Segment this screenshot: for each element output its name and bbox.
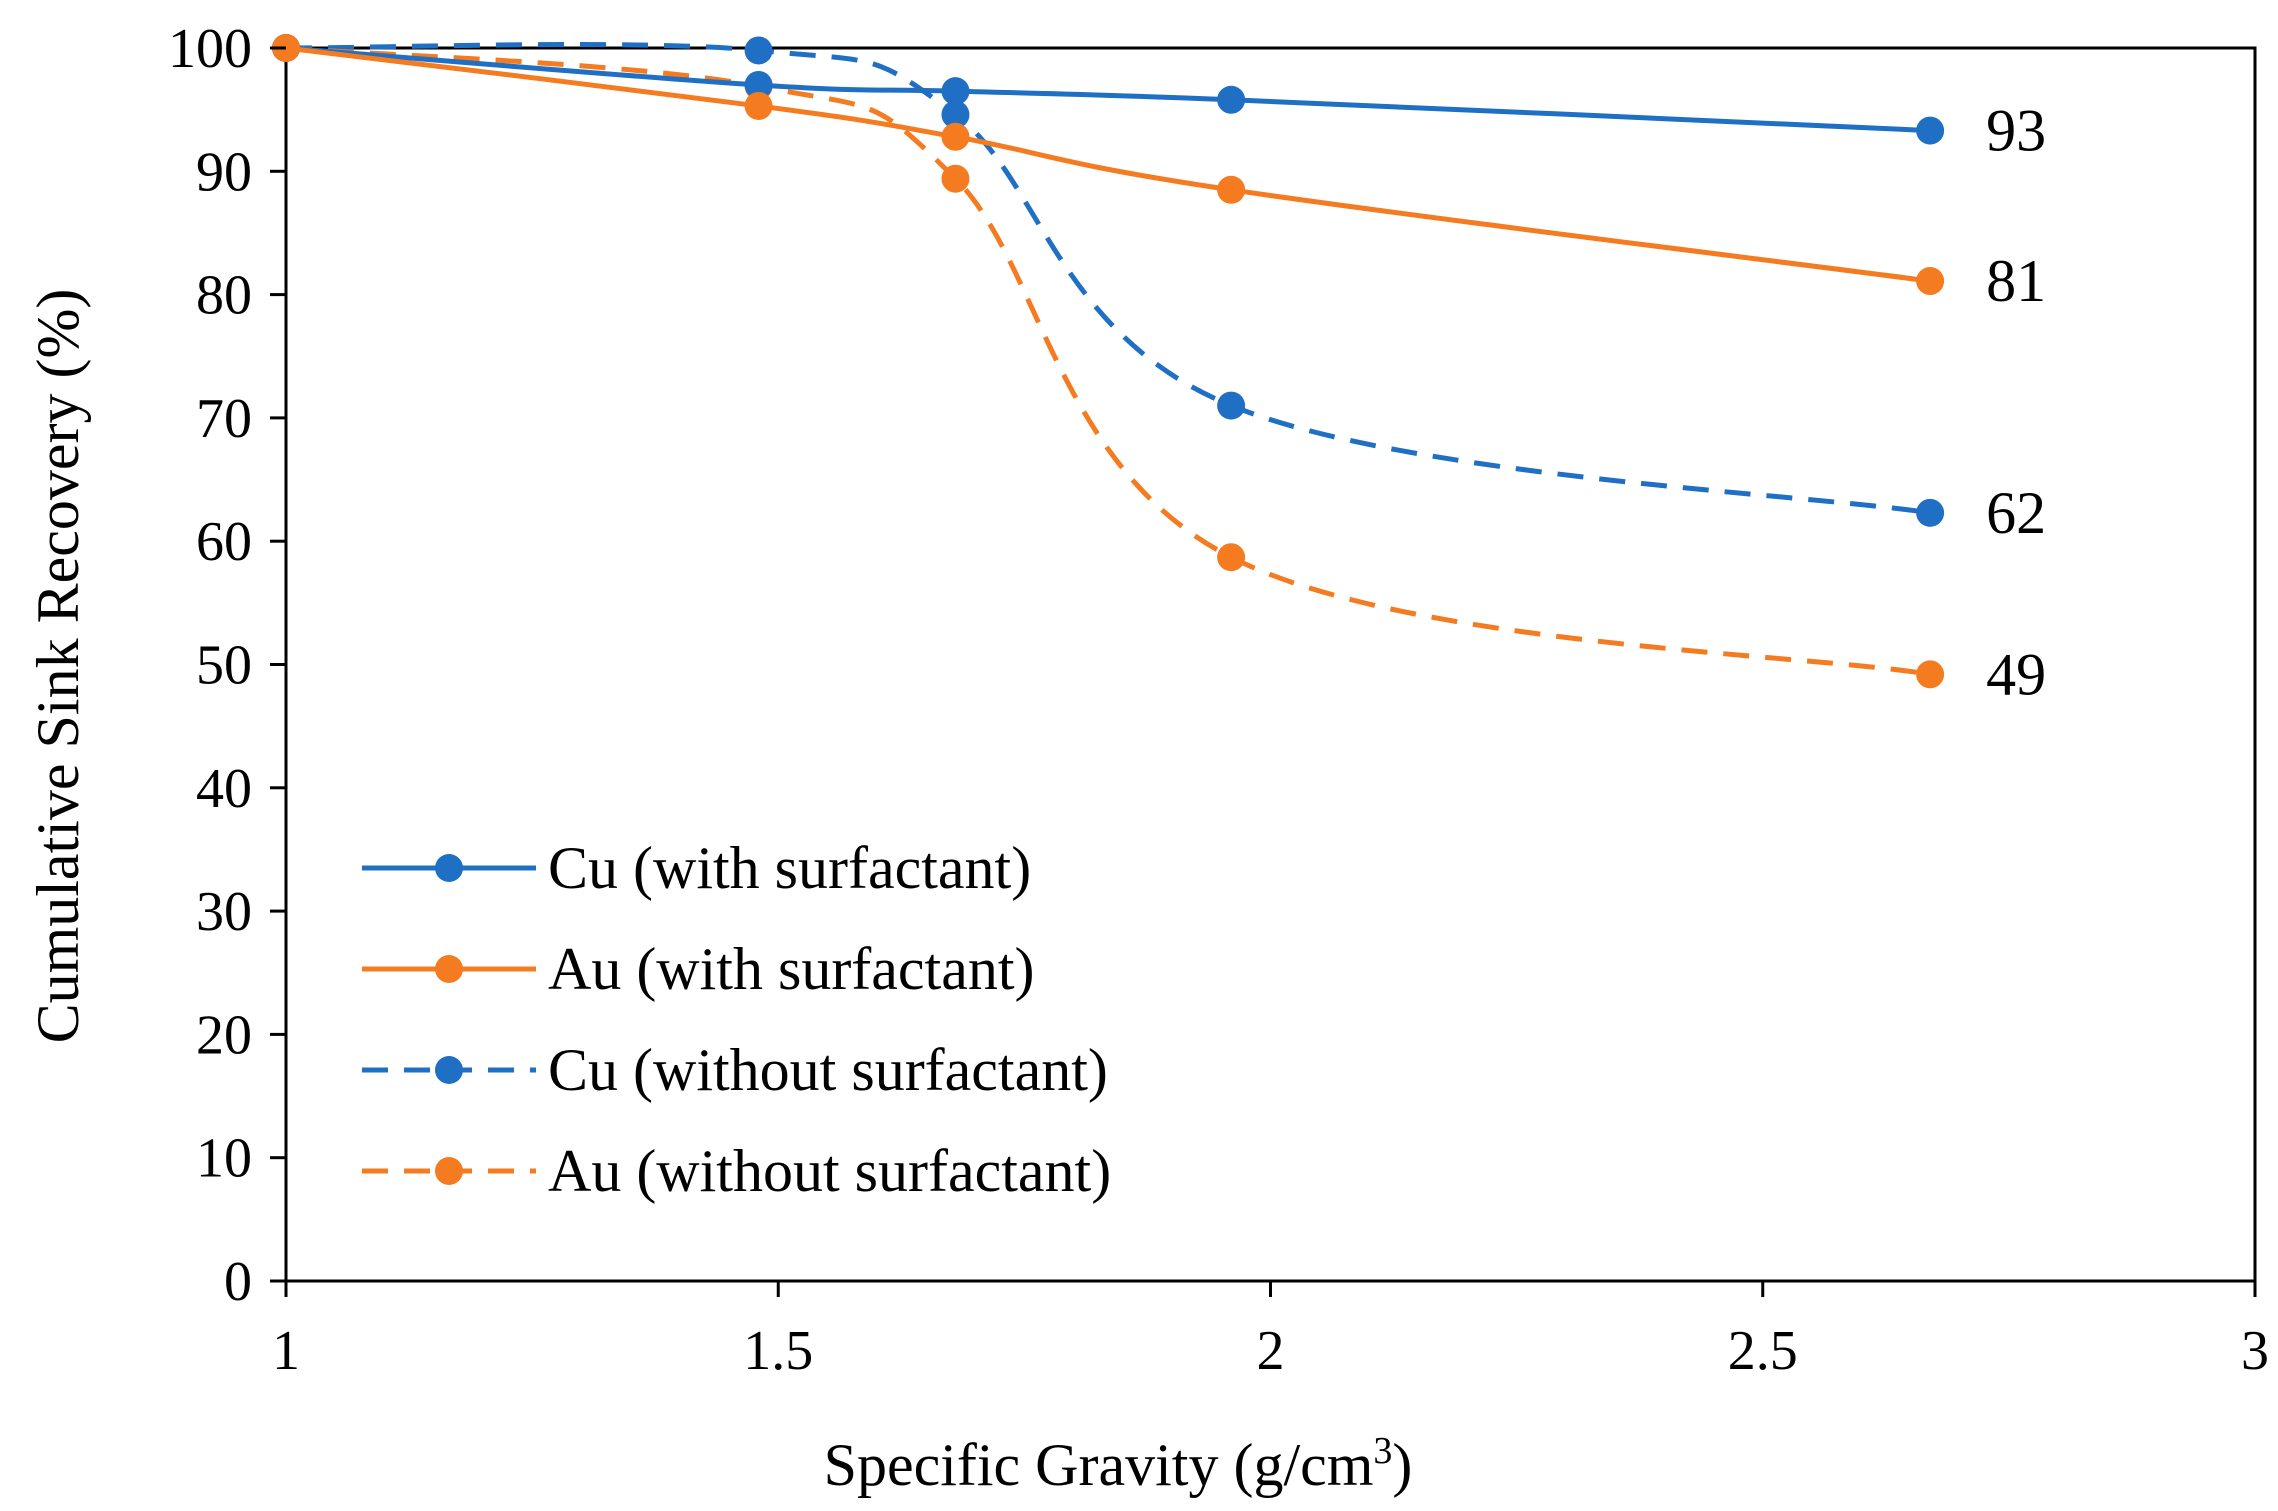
legend-item: Cu (without surfactant)	[362, 1037, 1108, 1103]
end-value-label: 62	[1986, 480, 2046, 546]
legend-item: Au (with surfactant)	[362, 936, 1035, 1002]
data-point	[941, 100, 970, 129]
end-value-label: 93	[1986, 98, 2046, 164]
data-point	[1217, 175, 1246, 204]
data-point	[1916, 267, 1945, 296]
legend-swatch-marker	[435, 854, 463, 882]
y-tick-label: 70	[196, 388, 252, 450]
legend-item: Cu (with surfactant)	[362, 835, 1031, 901]
series-line	[285, 45, 1931, 677]
data-point	[744, 70, 773, 99]
data-point	[1217, 543, 1246, 572]
legend-label: Au (without surfactant)	[548, 1138, 1111, 1204]
data-point	[941, 164, 970, 193]
x-axis-title: Specific Gravity (g/cm3)	[824, 1430, 1413, 1498]
axes-layer: 0 10 20 30 40 50 60 70 80 90 100 1 1.5 2 2.5 3	[168, 18, 2269, 1382]
legend-swatch-marker	[435, 1157, 463, 1185]
y-tick-label: 40	[196, 758, 252, 820]
y-tick-label: 90	[196, 141, 252, 203]
x-tick-label: 3	[2241, 1320, 2269, 1382]
legend: Cu (with surfactant) Au (with surfactant)…	[362, 835, 1111, 1204]
data-point	[744, 36, 773, 65]
legend-label: Cu (without surfactant)	[548, 1037, 1108, 1103]
y-tick-label: 50	[196, 635, 252, 697]
series-cu-with-surfactant	[272, 34, 1945, 145]
y-tick-label: 20	[196, 1004, 252, 1066]
legend-label: Cu (with surfactant)	[548, 835, 1031, 901]
legend-swatch-marker	[435, 955, 463, 983]
data-point	[941, 122, 970, 151]
data-point	[1217, 85, 1246, 114]
end-value-label: 81	[1986, 248, 2046, 314]
x-tick-label: 2	[1257, 1320, 1285, 1382]
x-tick-label: 2.5	[1728, 1320, 1798, 1382]
y-tick-label: 100	[168, 18, 252, 80]
y-tick-label: 60	[196, 511, 252, 573]
x-tick-label: 1	[272, 1320, 300, 1382]
data-point	[1217, 391, 1246, 420]
series-line	[285, 42, 1931, 516]
data-point	[1916, 660, 1945, 689]
end-labels: 62 49 93 81	[1986, 98, 2046, 708]
y-tick-label: 10	[196, 1128, 252, 1190]
y-tick-label: 30	[196, 881, 252, 943]
x-tick-label: 1.5	[743, 1320, 813, 1382]
data-point	[941, 77, 970, 106]
legend-item: Au (without surfactant)	[362, 1138, 1111, 1204]
data-point	[1916, 498, 1945, 527]
y-tick-label: 0	[224, 1251, 252, 1313]
series-au-without-surfactant	[272, 34, 1945, 689]
data-point	[1916, 116, 1945, 145]
data-point	[744, 91, 773, 120]
y-axis-title: Cumulative Sink Recovery (%)	[25, 289, 91, 1044]
series-layer	[272, 34, 1945, 689]
series-au-with-surfactant	[272, 34, 1945, 296]
legend-swatch-marker	[435, 1056, 463, 1084]
y-tick-label: 80	[196, 265, 252, 327]
series-line	[285, 45, 1931, 134]
end-value-label: 49	[1986, 641, 2046, 707]
series-line	[285, 45, 1931, 284]
legend-label: Au (with surfactant)	[548, 936, 1035, 1002]
